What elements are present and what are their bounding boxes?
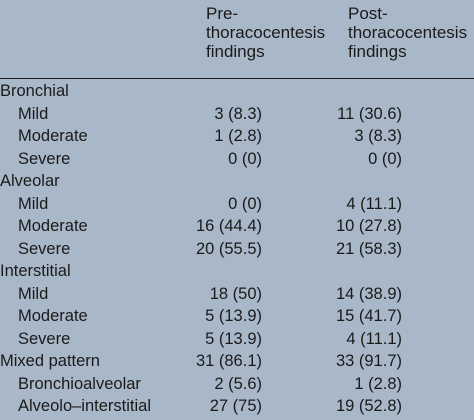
table-row: Alveolo–interstitial 27 (75) 19 (52.8): [0, 395, 474, 418]
post-value: 0 (0): [368, 149, 402, 168]
row-label: Mixed pattern: [0, 352, 100, 370]
row-label: Mild: [18, 284, 49, 303]
row-label: Severe: [18, 149, 71, 168]
table-row: Moderate 16 (44.4) 10 (27.8): [0, 215, 474, 238]
post-value: 19 (52.8): [335, 397, 402, 415]
pre-value: 5 (13.9): [205, 307, 262, 325]
pre-value: 18 (50): [209, 284, 262, 303]
pre-value: 3 (8.3): [214, 104, 262, 123]
post-value: 14 (38.9): [335, 284, 402, 303]
table-row: Mild 0 (0) 4 (11.1): [0, 193, 474, 216]
header-pre-thoracocentesis: Pre- thoracocentesis findings: [206, 4, 346, 61]
pre-value: 20 (55.5): [195, 239, 262, 258]
row-label: Bronchioalveolar: [18, 374, 141, 393]
row-label: Moderate: [18, 127, 88, 145]
pre-value: 2 (5.6): [214, 374, 262, 393]
pre-value: 5 (13.9): [205, 329, 262, 348]
pre-value: 0 (0): [228, 149, 262, 168]
post-value: 4 (11.1): [346, 194, 402, 213]
header-pre-line-3: findings: [206, 42, 265, 61]
header-pre-line-2: thoracocentesis: [206, 23, 326, 42]
post-value: 33 (91.7): [335, 352, 402, 370]
table-body: Bronchial Mild 3 (8.3) 11 (30.6) Moderate 1 (…: [0, 80, 474, 418]
post-value: 21 (58.3): [335, 239, 402, 258]
table-row: Severe 5 (13.9) 4 (11.1): [0, 328, 474, 351]
pre-value: 0 (0): [228, 194, 262, 213]
row-label: Interstitial: [0, 262, 71, 280]
post-value: 3 (8.3): [354, 127, 402, 145]
row-label: Moderate: [18, 307, 88, 325]
table-row: Severe 0 (0) 0 (0): [0, 148, 474, 171]
row-label: Mild: [18, 194, 49, 213]
post-value: 4 (11.1): [346, 329, 402, 348]
table-group-row: Alveolar: [0, 170, 474, 193]
header-post-line-3: findings: [348, 42, 407, 61]
row-label: Mild: [18, 104, 49, 123]
pre-value: 27 (75): [209, 397, 262, 415]
row-label: Severe: [18, 329, 71, 348]
pre-value: 16 (44.4): [195, 217, 262, 235]
table-row: Severe 20 (55.5) 21 (58.3): [0, 238, 474, 261]
header-post-line-1: Post-: [348, 4, 388, 23]
header-post-thoracocentesis: Post- thoracocentesis findings: [348, 4, 474, 61]
table-group-row: Mixed pattern 31 (86.1) 33 (91.7): [0, 350, 474, 373]
pre-value: 31 (86.1): [195, 352, 262, 370]
post-value: 10 (27.8): [335, 217, 402, 235]
row-label: Moderate: [18, 217, 88, 235]
table-group-row: Bronchial: [0, 80, 474, 103]
table-row: Moderate 5 (13.9) 15 (41.7): [0, 305, 474, 328]
row-label: Bronchial: [0, 82, 69, 100]
table-group-row: Interstitial: [0, 260, 474, 283]
row-label: Alveolo–interstitial: [18, 397, 151, 415]
pre-value: 1 (2.8): [214, 127, 262, 145]
post-value: 15 (41.7): [335, 307, 402, 325]
table-row: Bronchioalveolar 2 (5.6) 1 (2.8): [0, 373, 474, 396]
table-row: Mild 3 (8.3) 11 (30.6): [0, 103, 474, 126]
row-label: Alveolar: [0, 172, 60, 190]
row-label: Severe: [18, 239, 71, 258]
post-value: 1 (2.8): [354, 374, 402, 393]
header-post-line-2: thoracocentesis: [348, 23, 468, 42]
header-divider: [0, 78, 474, 79]
header-pre-line-1: Pre-: [206, 4, 239, 23]
table-header: Pre- thoracocentesis findings Post- thor…: [0, 2, 474, 76]
table-row: Mild 18 (50) 14 (38.9): [0, 283, 474, 306]
table-row: Moderate 1 (2.8) 3 (8.3): [0, 125, 474, 148]
post-value: 11 (30.6): [337, 104, 402, 123]
